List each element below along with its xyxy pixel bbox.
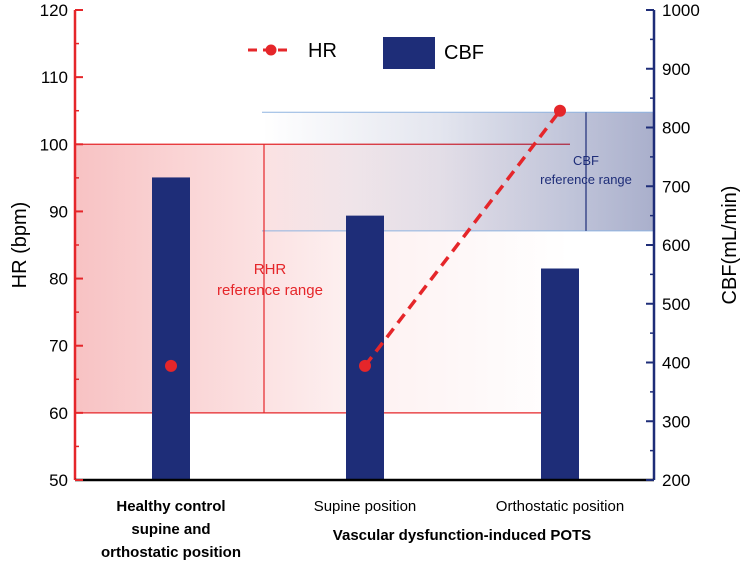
category-label: Orthostatic position (496, 498, 624, 515)
left-axis-tick-label: 70 (49, 337, 68, 356)
left-axis-title: HR (bpm) (9, 202, 31, 289)
left-axis-tick-label: 50 (49, 471, 68, 490)
legend-hr-marker (265, 44, 277, 56)
left-axis-tick-label: 100 (40, 135, 68, 154)
left-axis-tick-label: 120 (40, 1, 68, 20)
legend-cbf-swatch (383, 37, 435, 69)
right-axis-tick-label: 700 (662, 177, 690, 196)
cbf-bar-1 (152, 177, 190, 480)
left-axis-tick-label: 110 (41, 68, 68, 87)
left-axis-tick-label: 90 (49, 202, 68, 221)
left-axis-tick-label: 80 (49, 270, 68, 289)
category-label: Supine position (314, 498, 417, 515)
left-axis-tick-label: 60 (49, 404, 68, 423)
right-axis-title: CBF(mL/min) (719, 186, 741, 305)
cbf-bar-3 (541, 268, 579, 480)
cbf-range-label: CBF (573, 153, 599, 168)
right-axis-tick-label: 900 (662, 60, 690, 79)
right-axis-tick-label: 200 (662, 471, 690, 490)
category-label: orthostatic position (101, 544, 241, 561)
legend-hr-label: HR (308, 40, 337, 62)
group-label: Vascular dysfunction-induced POTS (333, 527, 591, 544)
rhr-range-label: reference range (217, 282, 323, 299)
cbf-reference-band (262, 112, 654, 231)
right-axis-tick-label: 300 (662, 412, 690, 431)
cbf-range-label: reference range (540, 172, 632, 187)
hr-point-1 (165, 359, 177, 372)
hr-point-3 (554, 104, 566, 117)
rhr-range-label: RHR (254, 261, 287, 278)
category-label: supine and (131, 521, 210, 538)
legend: HR CBF (248, 37, 484, 69)
right-axis-tick-label: 1000 (662, 1, 700, 20)
right-axis-tick-label: 500 (662, 295, 690, 314)
right-axis-tick-label: 600 (662, 236, 690, 255)
category-label: Healthy control (116, 498, 225, 515)
right-axis-tick-label: 800 (662, 119, 690, 138)
hr-point-2 (359, 359, 371, 372)
right-axis-tick-label: 400 (662, 354, 690, 373)
legend-cbf-label: CBF (444, 42, 484, 64)
